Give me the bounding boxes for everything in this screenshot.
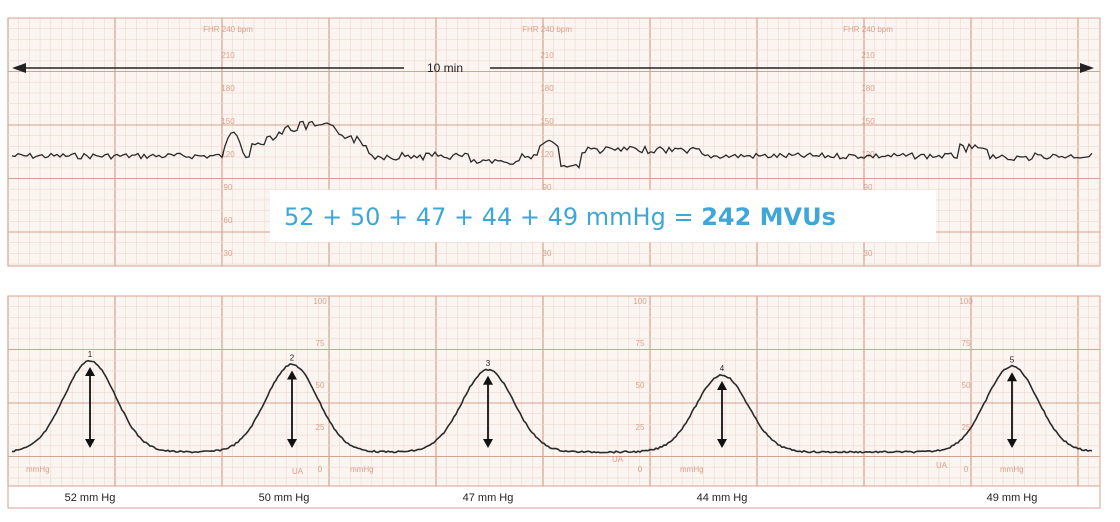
ua-scale-label: 25 bbox=[316, 423, 325, 432]
peak-number: 2 bbox=[290, 354, 295, 363]
peak-marks: 1 2 3 4 5 bbox=[85, 350, 1017, 448]
peak-number: 4 bbox=[720, 364, 725, 373]
ua-scale-label: 75 bbox=[316, 339, 325, 348]
formula-box bbox=[270, 190, 936, 242]
ua-scale-label: 50 bbox=[636, 381, 645, 390]
ua-label: UA bbox=[936, 461, 948, 470]
top-strip-labels: FHR 240 bpm 210 180 150 120 90 60 30 FHR 240 bpm… bbox=[203, 25, 893, 258]
top-strip-grid bbox=[7, 17, 1100, 266]
peak-value-label: 52 mm Hg bbox=[65, 492, 116, 504]
ua-unit-label: mmHg bbox=[26, 465, 50, 474]
ua-scale-label: 75 bbox=[636, 339, 645, 348]
ua-scale-label: 25 bbox=[636, 423, 645, 432]
peak-arrow-head-up bbox=[85, 367, 95, 376]
fhr-header-label: FHR 240 bpm bbox=[522, 25, 572, 34]
fhr-scale-label: 90 bbox=[864, 183, 873, 192]
ua-scale-label: 50 bbox=[316, 381, 325, 390]
peak-labels: 52 mm Hg 50 mm Hg 47 mm Hg 44 mm Hg 49 mm Hg bbox=[65, 492, 1038, 504]
ua-scale-label: 50 bbox=[962, 381, 971, 390]
peak-arrow-head-down bbox=[287, 439, 297, 448]
peak-value-label: 47 mm Hg bbox=[463, 492, 514, 504]
ua-scale-label: 0 bbox=[318, 465, 323, 474]
bottom-strip-grid bbox=[7, 295, 1100, 486]
ua-scale-label: 0 bbox=[638, 465, 643, 474]
duration-label: 10 min bbox=[427, 61, 463, 75]
peak-arrow-head-down bbox=[717, 439, 727, 448]
ua-scale-label: 100 bbox=[633, 297, 647, 306]
fhr-scale-label: 120 bbox=[540, 150, 554, 159]
uterine-activity-trace bbox=[11, 359, 1093, 454]
fhr-scale-label: 150 bbox=[221, 117, 235, 126]
label-row bbox=[7, 485, 1101, 509]
fhr-scale-label: 30 bbox=[864, 249, 873, 258]
peak-arrow-head-down bbox=[1007, 439, 1017, 448]
peak-value-label: 44 mm Hg bbox=[697, 492, 748, 504]
formula-text: 52 + 50 + 47 + 44 + 49 mmHg = 242 MVUs bbox=[284, 203, 836, 231]
fhr-scale-label: 90 bbox=[543, 183, 552, 192]
fhr-scale-label: 120 bbox=[221, 150, 235, 159]
duration-arrow: 10 min bbox=[12, 61, 1094, 75]
fhr-scale-label: 60 bbox=[224, 216, 233, 225]
fhr-scale-label: 120 bbox=[861, 150, 875, 159]
peak-arrow-head-down bbox=[85, 439, 95, 448]
ua-scale-label: 75 bbox=[962, 339, 971, 348]
peak-number: 1 bbox=[88, 350, 93, 359]
ua-label: UA bbox=[292, 467, 304, 476]
peak-number: 3 bbox=[486, 359, 491, 368]
fhr-scale-label: 210 bbox=[221, 51, 235, 60]
fhr-trace bbox=[11, 120, 1093, 170]
ua-label: UA bbox=[612, 455, 624, 464]
peak-arrow-head-up bbox=[483, 375, 493, 385]
ua-unit-label: mmHg bbox=[1000, 465, 1024, 474]
fhr-scale-label: 150 bbox=[861, 117, 875, 126]
ua-scale-label: 100 bbox=[313, 297, 327, 306]
fhr-scale-label: 210 bbox=[861, 51, 875, 60]
ua-scale-label: 100 bbox=[959, 297, 973, 306]
peak-arrow-head-up bbox=[1007, 372, 1017, 382]
formula-prefix: 52 + 50 + 47 + 44 + 49 mmHg = bbox=[284, 203, 701, 231]
fhr-scale-label: 180 bbox=[861, 84, 875, 93]
peak-arrow-head-down bbox=[483, 439, 493, 448]
peak-arrow-head-up bbox=[717, 381, 727, 390]
peak-number: 5 bbox=[1010, 355, 1015, 364]
ua-unit-label: mmHg bbox=[350, 465, 374, 474]
ua-scale-label: 0 bbox=[964, 465, 969, 474]
peak-value-label: 49 mm Hg bbox=[987, 492, 1038, 504]
peak-arrow-head-up bbox=[287, 370, 297, 380]
fhr-header-label: FHR 240 bpm bbox=[203, 25, 253, 34]
fhr-scale-label: 90 bbox=[224, 183, 233, 192]
fhr-scale-label: 30 bbox=[224, 249, 233, 258]
fhr-scale-label: 180 bbox=[540, 84, 554, 93]
peak-value-label: 50 mm Hg bbox=[259, 492, 310, 504]
formula-result: 242 MVUs bbox=[701, 203, 836, 231]
fhr-scale-label: 180 bbox=[221, 84, 235, 93]
ua-scale-label: 25 bbox=[962, 423, 971, 432]
fhr-scale-label: 150 bbox=[540, 117, 554, 126]
ua-unit-label: mmHg bbox=[680, 465, 704, 474]
fhr-scale-label: 210 bbox=[540, 51, 554, 60]
fhr-scale-label: 30 bbox=[543, 249, 552, 258]
fhr-header-label: FHR 240 bpm bbox=[843, 25, 893, 34]
